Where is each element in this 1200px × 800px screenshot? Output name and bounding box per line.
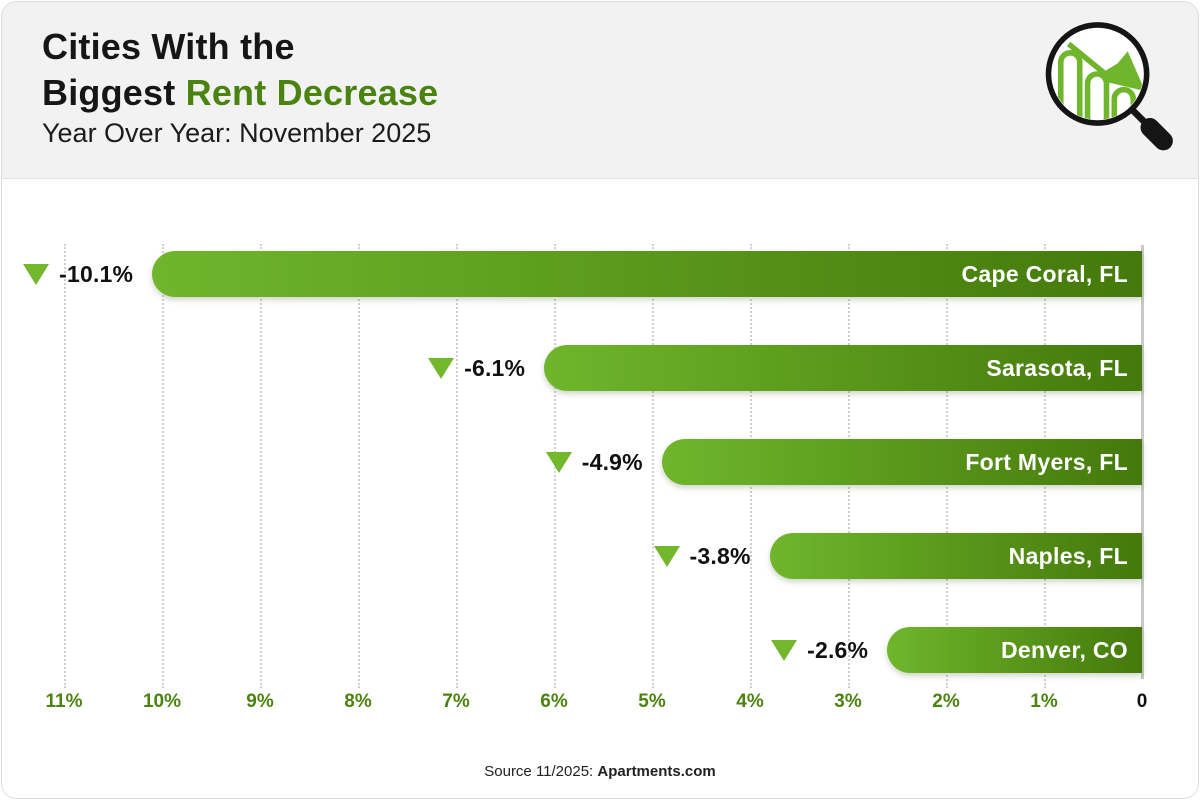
page-subtitle: Year Over Year: November 2025 [42, 118, 432, 148]
bar-city-label: Cape Coral, FL [961, 260, 1128, 287]
bar-value-label: -10.1% [59, 260, 134, 287]
axis-tick-label: 10% [142, 691, 182, 712]
axis-tick-label: 7% [442, 691, 470, 712]
axis-tick-label: 5% [638, 691, 666, 712]
bar-city-label: Fort Myers, FL [965, 448, 1128, 475]
axis-tick-label: 11% [45, 691, 83, 712]
bar: Cape Coral, FL [152, 251, 1142, 297]
bar-city-label: Naples, FL [1008, 542, 1128, 569]
gridline [260, 244, 262, 688]
bar-city-label: Denver, CO [1000, 636, 1128, 663]
decrease-triangle-icon [23, 263, 50, 285]
source-prefix: Source 11/2025: [484, 763, 598, 780]
magnifier-declining-chart-logo-icon [1045, 22, 1173, 151]
bar: Denver, CO [887, 627, 1142, 673]
chart-area: Cape Coral, FL -10.1% Sarasota, FL -6.1% For… [2, 179, 1198, 798]
header: Cities With the Biggest Rent Decrease Ye… [2, 2, 1198, 179]
bar-value-label: -4.9% [581, 448, 643, 475]
source-name: Apartments.com [597, 763, 716, 780]
decrease-triangle-icon [428, 357, 455, 379]
bar: Fort Myers, FL [661, 439, 1142, 485]
bar-city-label: Sarasota, FL [986, 354, 1128, 381]
bar-value-label-group: -2.6% [771, 627, 868, 673]
axis-tick-label: 1% [1030, 691, 1058, 712]
title-line2-highlight: Rent Decrease [185, 72, 439, 113]
page-title: Cities With the Biggest Rent Decrease [42, 24, 438, 116]
gridline [162, 244, 164, 688]
decrease-triangle-icon [545, 451, 572, 473]
bar-value-label-group: -4.9% [545, 439, 643, 485]
axis-tick-label: 6% [540, 691, 568, 712]
decrease-triangle-icon [771, 639, 798, 661]
axis-tick-label: 2% [932, 691, 960, 712]
axis-tick-label: 9% [246, 691, 274, 712]
axis-tick-label: 3% [834, 691, 862, 712]
title-line2-prefix: Biggest [42, 72, 186, 113]
bar: Naples, FL [769, 533, 1142, 579]
title-line1: Cities With the [42, 26, 295, 67]
decrease-triangle-icon [653, 545, 680, 567]
gridline [456, 244, 458, 688]
bar-value-label: -2.6% [807, 636, 869, 663]
bar-value-label-group: -6.1% [428, 345, 525, 391]
gridline [652, 244, 654, 688]
bar-value-label: -6.1% [464, 354, 526, 381]
gridline [358, 244, 360, 688]
bar-value-label: -3.8% [689, 542, 751, 569]
bar-value-label-group: -3.8% [653, 533, 751, 579]
source-note: Source 11/2025: Apartments.com [2, 763, 1198, 780]
bar: Sarasota, FL [544, 345, 1142, 391]
gridline [64, 244, 66, 688]
axis-tick-label: 8% [344, 691, 372, 712]
bar-value-label-group: -10.1% [23, 251, 133, 297]
axis-tick-label: 4% [736, 691, 764, 712]
zero-axis-line [1141, 245, 1144, 679]
axis-tick-label-zero: 0 [1136, 691, 1148, 712]
